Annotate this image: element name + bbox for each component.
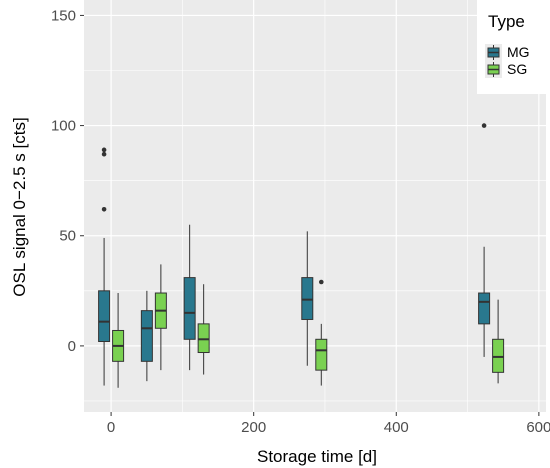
y-tick-label: 0 [68, 338, 76, 355]
outlier-point [102, 148, 107, 153]
box-body [493, 339, 504, 372]
legend-label: MG [507, 44, 530, 60]
y-axis-ticks: 0 50 100 150 [51, 7, 84, 354]
y-tick-label: 50 [59, 228, 76, 245]
legend-label: SG [507, 61, 527, 77]
box-body [316, 339, 327, 370]
box-body [99, 291, 110, 342]
box-body [141, 311, 152, 362]
outlier-point [319, 280, 324, 285]
panel-background [84, 0, 546, 412]
box-body [184, 278, 195, 340]
x-axis-ticks: 0 200 400 600 [107, 412, 550, 436]
outlier-point [102, 207, 107, 212]
x-tick-label: 200 [241, 419, 266, 436]
legend-key-mg: MG [485, 44, 530, 61]
x-tick-label: 600 [526, 419, 550, 436]
y-axis-title: OSL signal 0−2.5 s [cts] [10, 117, 29, 296]
outlier-point [482, 123, 487, 128]
legend-title: Type [488, 12, 525, 31]
x-tick-label: 0 [107, 419, 115, 436]
outlier-point [102, 152, 107, 157]
box-body [302, 278, 313, 320]
x-axis-title: Storage time [d] [257, 447, 377, 466]
legend-key-sg: SG [485, 61, 527, 78]
box-body [479, 293, 490, 324]
y-tick-label: 150 [51, 7, 76, 24]
y-tick-label: 100 [51, 118, 76, 135]
x-tick-label: 400 [384, 419, 409, 436]
box-body [198, 324, 209, 353]
